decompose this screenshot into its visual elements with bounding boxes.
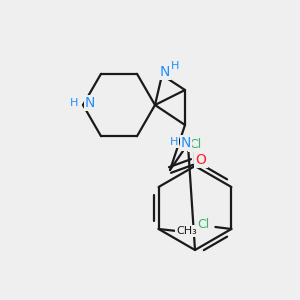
Text: CH₃: CH₃ [176, 226, 197, 236]
Text: N: N [160, 65, 170, 79]
Text: Cl: Cl [197, 218, 209, 232]
Text: N: N [181, 136, 191, 150]
Text: N: N [85, 96, 95, 110]
Text: H: H [70, 98, 78, 108]
Text: H: H [169, 137, 178, 147]
Text: H: H [171, 61, 179, 71]
Text: O: O [196, 153, 206, 167]
Text: Cl: Cl [189, 137, 201, 151]
